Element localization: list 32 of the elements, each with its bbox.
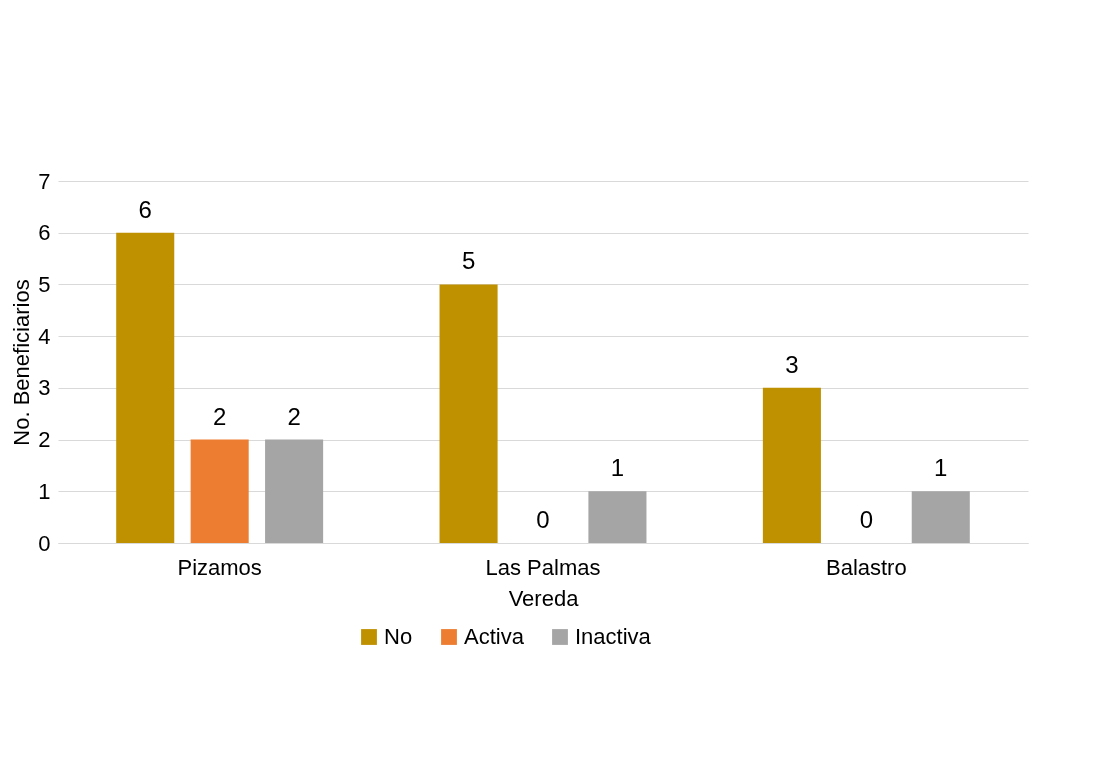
bar bbox=[265, 439, 324, 543]
y-tick-label: 2 bbox=[38, 427, 51, 453]
y-tick-label: 5 bbox=[38, 271, 51, 297]
y-tick-label: 0 bbox=[38, 530, 51, 556]
legend-label: Activa bbox=[464, 624, 525, 649]
legend-label: No bbox=[384, 624, 413, 649]
bar bbox=[762, 387, 821, 543]
x-axis-title: Vereda bbox=[508, 585, 580, 611]
data-label: 2 bbox=[287, 402, 301, 430]
bar bbox=[588, 491, 647, 543]
data-label: 0 bbox=[859, 506, 874, 533]
bar bbox=[911, 491, 970, 543]
data-label: 1 bbox=[934, 454, 948, 482]
data-label: 0 bbox=[536, 506, 550, 533]
bar bbox=[116, 232, 175, 543]
bar bbox=[190, 439, 249, 543]
x-tick-label: Pizamos bbox=[177, 554, 262, 580]
y-axis-title: No. Beneficiarios bbox=[9, 279, 35, 446]
data-label: 1 bbox=[610, 454, 625, 482]
data-label: 5 bbox=[461, 247, 476, 275]
legend-label: Inactiva bbox=[575, 624, 652, 649]
y-tick-label: 7 bbox=[38, 168, 51, 194]
data-label: 6 bbox=[138, 195, 152, 223]
y-tick-label: 1 bbox=[38, 478, 51, 504]
data-label: 2 bbox=[212, 402, 227, 430]
x-tick-label: Las Palmas bbox=[485, 554, 601, 580]
y-tick-label: 6 bbox=[38, 220, 51, 246]
bar bbox=[439, 284, 498, 543]
y-tick-label: 3 bbox=[38, 375, 51, 401]
data-label: 3 bbox=[785, 350, 799, 378]
y-tick-label: 4 bbox=[38, 323, 51, 349]
x-tick-label: Balastro bbox=[825, 554, 907, 580]
